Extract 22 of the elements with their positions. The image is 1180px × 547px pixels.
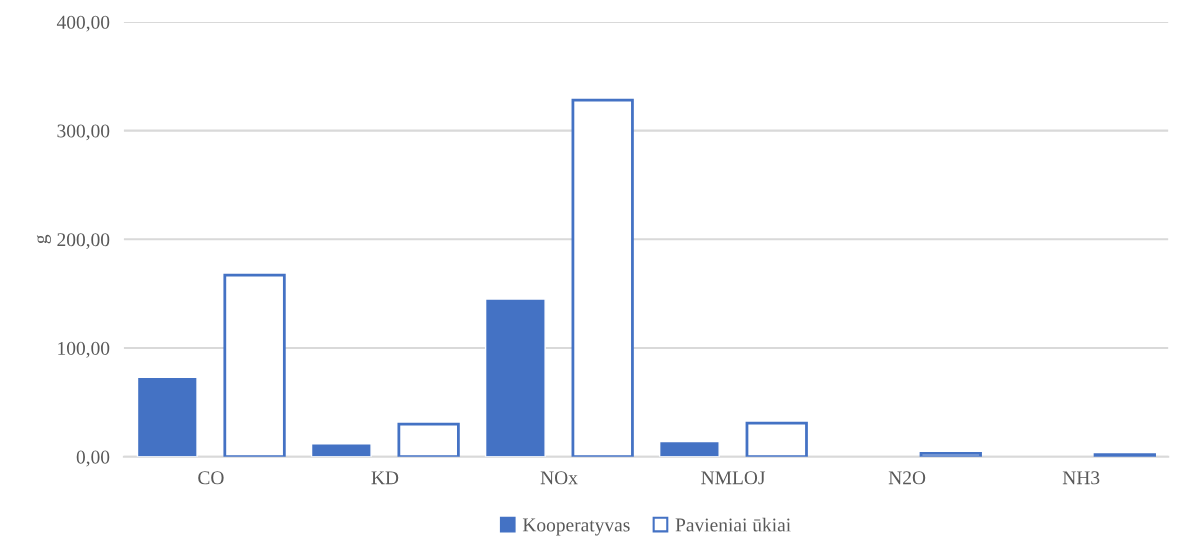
x-tick-label: CO	[198, 471, 224, 485]
y-tick-label: 0,00	[76, 450, 110, 467]
bar	[571, 98, 634, 457]
y-tick-label: 400,00	[56, 15, 110, 32]
y-tick-label: 100,00	[58, 341, 110, 358]
x-tick-label: NOx	[540, 471, 578, 485]
x-tick-label: N2O	[888, 471, 926, 485]
bar	[223, 273, 286, 457]
x-tick-label: NH3	[1062, 471, 1100, 485]
bar	[484, 298, 546, 457]
x-tick-label: NMLOJ	[701, 471, 766, 485]
bar	[658, 440, 720, 457]
y-tick-label: 300,00	[57, 124, 110, 141]
legend-label: Kooperatyvas	[522, 518, 630, 536]
y-axis-title: g	[36, 234, 51, 244]
bar	[310, 443, 372, 457]
bar	[136, 376, 198, 457]
x-tick-label: KD	[371, 471, 399, 485]
bar	[745, 421, 808, 457]
bar	[397, 422, 460, 457]
legend-label: Pavieniai ūkiai	[675, 517, 791, 532]
y-tick-label: 200,00	[57, 233, 110, 250]
